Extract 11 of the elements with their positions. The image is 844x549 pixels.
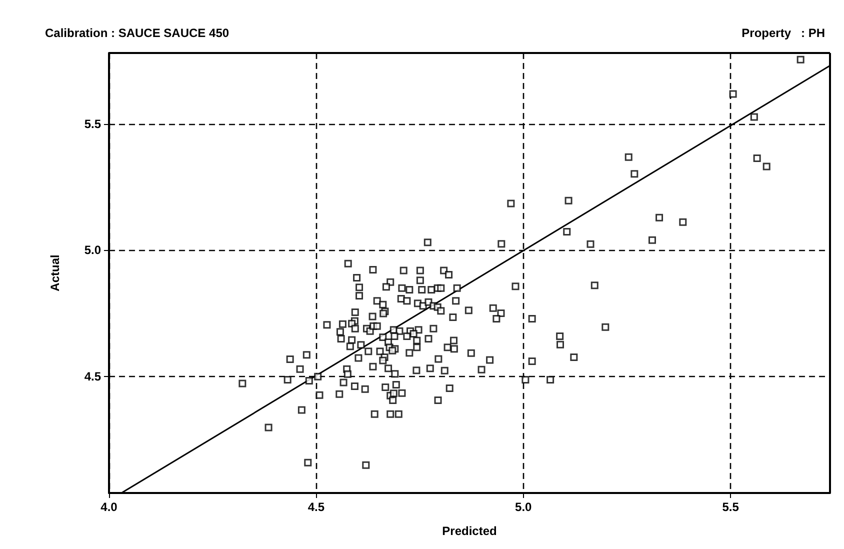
- y-tick-label: 5.5: [84, 116, 102, 131]
- y-axis-title: Actual: [48, 254, 62, 292]
- x-tick-label: 4.0: [100, 500, 118, 514]
- x-tick-label: 5.5: [722, 500, 740, 514]
- chart-title: Calibration : SAUCE SAUCE 450: [45, 26, 230, 40]
- y-tick-label: 4.5: [84, 370, 102, 384]
- y-tick-label: 5.0: [84, 243, 102, 258]
- chart-subtitle: Property : PH: [742, 26, 826, 40]
- x-axis-title: Predicted: [442, 524, 497, 538]
- x-tick-label: 4.5: [308, 500, 325, 514]
- x-tick-label: 5.0: [515, 500, 532, 514]
